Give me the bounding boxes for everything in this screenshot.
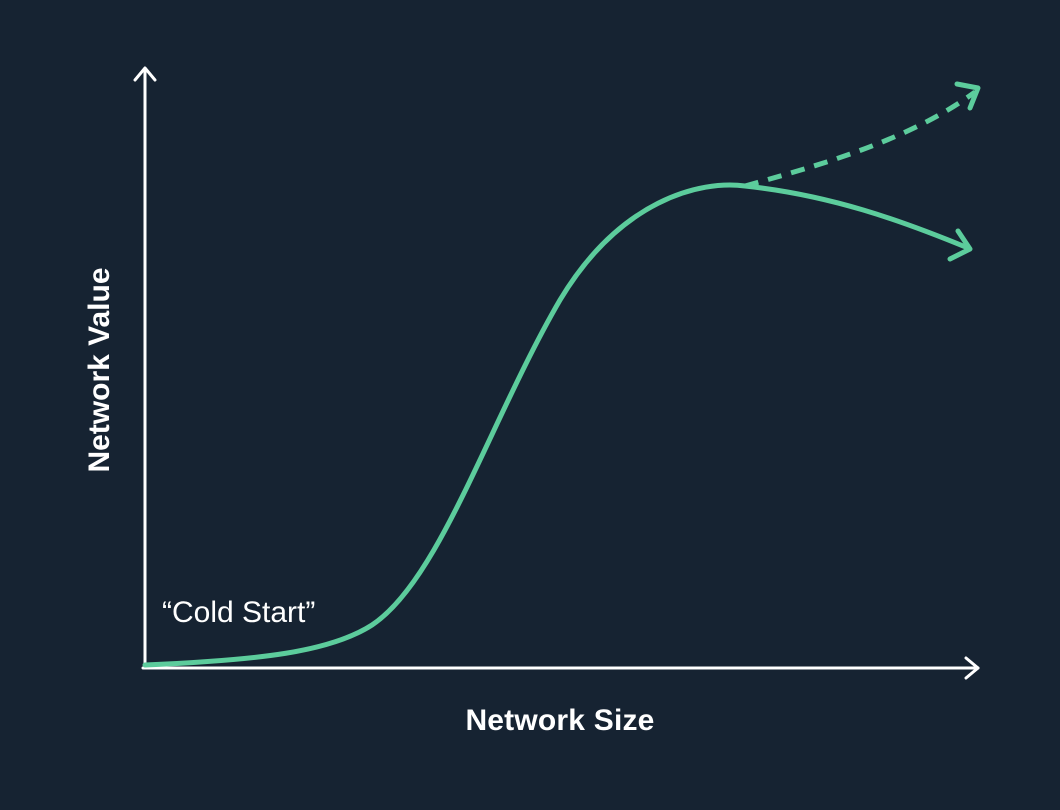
projection-arrowhead bbox=[954, 81, 981, 111]
projection-curve bbox=[744, 89, 977, 189]
y-axis-label: Network Value bbox=[83, 267, 116, 473]
cold-start-annotation: “Cold Start” bbox=[162, 596, 316, 629]
x-axis-arrowhead bbox=[964, 656, 980, 680]
s-curve bbox=[142, 182, 971, 668]
s-curve-arrowhead bbox=[947, 228, 973, 262]
y-axis-arrowhead bbox=[133, 66, 157, 82]
x-axis-label: Network Size bbox=[465, 704, 655, 737]
